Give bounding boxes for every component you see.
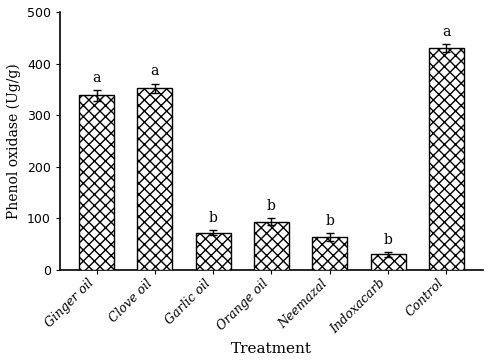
X-axis label: Treatment: Treatment: [231, 342, 312, 356]
Text: a: a: [442, 25, 450, 39]
Text: b: b: [209, 211, 218, 225]
Bar: [429, 48, 464, 270]
Bar: [137, 88, 172, 270]
Y-axis label: Phenol oxidase (Ug/g): Phenol oxidase (Ug/g): [7, 63, 22, 219]
Bar: [196, 233, 231, 270]
Text: a: a: [93, 71, 101, 85]
Bar: [370, 254, 406, 270]
Text: b: b: [325, 214, 334, 228]
Text: b: b: [267, 199, 276, 213]
Text: b: b: [384, 233, 392, 246]
Text: a: a: [151, 65, 159, 78]
Bar: [312, 237, 347, 270]
Bar: [254, 222, 289, 270]
Bar: [79, 95, 114, 270]
